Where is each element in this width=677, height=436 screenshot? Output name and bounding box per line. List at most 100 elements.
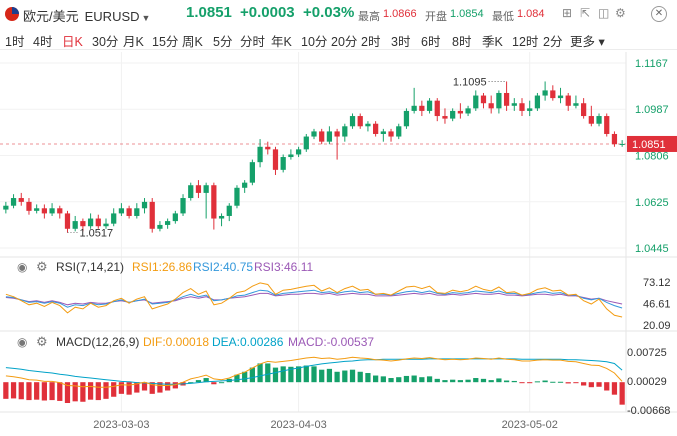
macd-histogram-bar <box>542 380 548 383</box>
candle-body <box>588 116 594 124</box>
candle-body <box>180 198 186 214</box>
macd-histogram-bar <box>203 378 209 383</box>
macd-histogram-bar <box>342 370 348 383</box>
price-change-percent: +0.03% <box>303 4 355 21</box>
period-tabs: 1时 4时 日K 30分 月K 15分 周K 5分 分时 年K 10分 20分 2时 3时 6时 8时 季K 12… <box>0 28 677 50</box>
last-price: 1.0851 <box>186 4 232 21</box>
macd-indicator-bar: ◉ ⚙ MACD(12,26,9) DIF:0.00018 DEA:0.0028… <box>0 334 677 352</box>
candle-body <box>511 103 517 106</box>
candle-body <box>403 110 410 127</box>
candle-body <box>49 208 55 214</box>
period-tab[interactable]: 分时 <box>240 35 266 49</box>
macd-dea-line <box>5 358 623 385</box>
candle-body <box>3 205 9 210</box>
eu-us-flag-icon <box>5 7 19 21</box>
price-axis-tick: 1.0445 <box>635 243 669 255</box>
close-button[interactable]: ✕ <box>651 6 667 22</box>
macd-histogram-bar <box>311 366 317 383</box>
candle-body <box>272 149 279 170</box>
period-tab[interactable]: 15分 <box>152 35 179 49</box>
candle-body <box>396 126 402 137</box>
period-tab[interactable]: 10分 <box>301 35 328 49</box>
period-tab[interactable]: 3时 <box>391 35 411 49</box>
period-tab[interactable]: 周K <box>182 35 203 49</box>
period-tab[interactable]: 2分 <box>543 35 563 49</box>
period-tab[interactable]: 8时 <box>452 35 472 49</box>
macd-name: MACD(12,26,9) <box>56 335 140 349</box>
period-tab[interactable]: 月K <box>123 35 144 49</box>
candle-body <box>57 208 63 214</box>
macd-histogram-bar <box>503 380 510 383</box>
symbol-selector[interactable]: 欧元/美元 EURUSD ▼ <box>23 6 150 25</box>
macd-histogram-bar <box>34 382 40 400</box>
eye-icon[interactable]: ◉ <box>17 335 28 349</box>
macd-histogram-bar <box>465 379 471 383</box>
macd-histogram-bar <box>64 382 71 404</box>
macd-histogram-bar <box>149 382 155 394</box>
macd-histogram-bar <box>134 382 140 393</box>
macd-histogram-bar <box>527 382 533 384</box>
period-tab[interactable]: 4时 <box>33 35 53 49</box>
candle-body <box>211 185 217 219</box>
period-tab[interactable]: 30分 <box>92 35 119 49</box>
candle-body <box>111 213 117 224</box>
candle-body <box>326 131 333 142</box>
layout-icon[interactable]: ◫ <box>598 6 610 20</box>
period-tab[interactable]: 年K <box>271 35 292 49</box>
candle-body <box>141 201 148 209</box>
macd-histogram-bar <box>519 382 525 384</box>
candle-body <box>195 185 202 193</box>
period-tab[interactable]: 20分 <box>331 35 358 49</box>
candle-body <box>126 208 132 216</box>
low-label: 最低 <box>492 11 514 23</box>
macd-histogram-bar <box>18 382 24 400</box>
period-tab[interactable]: 更多 ▾ <box>570 35 605 49</box>
candle-body <box>157 224 163 229</box>
chevron-down-icon: ▼ <box>141 13 151 23</box>
period-tab[interactable]: 2时 <box>361 35 381 49</box>
candle-body <box>457 110 463 114</box>
candle-body <box>295 149 302 155</box>
macd-histogram-bar <box>488 380 494 383</box>
period-tab[interactable]: 1时 <box>5 35 25 49</box>
macd-axis-tick: -0.00668 <box>627 405 670 417</box>
candle-body <box>18 198 24 202</box>
macd-histogram-bar <box>611 382 618 395</box>
date-axis-tick: 2023-04-03 <box>270 419 326 431</box>
rsi-name: RSI(7,14,21) <box>56 260 125 274</box>
candle-body <box>303 136 309 150</box>
candle-body <box>172 213 178 222</box>
macd-histogram-bar <box>87 382 94 400</box>
candle-body <box>373 123 379 134</box>
candle-body <box>72 221 78 229</box>
macd-histogram-bar <box>573 382 579 384</box>
eye-icon[interactable]: ◉ <box>17 260 28 274</box>
macd-histogram-bar <box>295 366 302 383</box>
macd-histogram-bar <box>565 382 571 384</box>
rsi3-line <box>5 292 623 306</box>
macd-histogram-bar <box>596 382 602 387</box>
macd-dif-value: DIF:0.00018 <box>143 335 210 349</box>
price-axis-tick: 1.0987 <box>635 104 669 116</box>
period-tab[interactable]: 5分 <box>213 35 233 49</box>
period-tab[interactable]: 季K <box>482 35 503 49</box>
candle-body <box>604 116 610 134</box>
candle-body <box>480 95 487 104</box>
candle-body <box>319 131 325 142</box>
current-price-tag <box>627 135 677 152</box>
candle-body <box>503 92 510 106</box>
price-change: +0.0003 <box>240 4 295 21</box>
period-tab[interactable]: 日K <box>62 35 83 49</box>
gear-icon[interactable]: ⚙ <box>36 259 48 274</box>
settings-icon[interactable]: ⚙ <box>615 6 626 20</box>
candle-body <box>488 103 494 109</box>
gear-icon[interactable]: ⚙ <box>36 334 48 349</box>
period-tab[interactable]: 12时 <box>512 35 539 49</box>
candle-body <box>265 146 271 150</box>
fullscreen-icon[interactable]: ⇱ <box>580 6 591 20</box>
macd-histogram-bar <box>588 382 594 388</box>
period-tab[interactable]: 6时 <box>421 35 441 49</box>
candle-body <box>611 133 618 145</box>
grid-icon[interactable]: ⊞ <box>562 6 573 20</box>
